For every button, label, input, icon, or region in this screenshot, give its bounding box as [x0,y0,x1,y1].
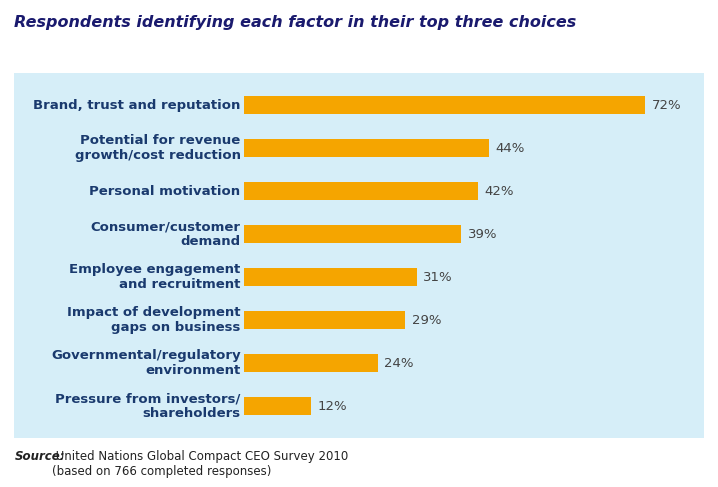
Text: Governmental/regulatory
environment: Governmental/regulatory environment [51,349,241,377]
Text: 24%: 24% [384,356,414,370]
Text: Impact of development
gaps on business: Impact of development gaps on business [67,306,241,334]
Text: 12%: 12% [317,399,348,412]
Text: 72%: 72% [651,99,681,112]
Text: Consumer/customer
demand: Consumer/customer demand [90,220,241,248]
Text: 42%: 42% [485,185,514,198]
Text: Respondents identifying each factor in their top three choices: Respondents identifying each factor in t… [14,15,577,30]
Bar [244,182,478,200]
Text: Brand, trust and reputation: Brand, trust and reputation [33,99,241,112]
Bar [244,397,311,415]
Bar [244,225,461,243]
Text: Personal motivation: Personal motivation [90,185,241,198]
Text: United Nations Global Compact CEO Survey 2010
(based on 766 completed responses): United Nations Global Compact CEO Survey… [52,450,348,478]
Bar [244,268,416,286]
Text: 44%: 44% [495,142,525,155]
Text: 39%: 39% [468,228,498,241]
Bar [244,96,645,114]
Bar [244,354,378,372]
Bar [244,139,489,157]
Text: Pressure from investors/
shareholders: Pressure from investors/ shareholders [55,392,241,420]
Text: 29%: 29% [412,314,442,327]
Text: 31%: 31% [424,271,453,283]
Text: Employee engagement
and recruitment: Employee engagement and recruitment [69,263,241,291]
Bar [244,311,406,329]
Text: Potential for revenue
growth/cost reduction: Potential for revenue growth/cost reduct… [75,134,241,162]
Text: Source:: Source: [14,450,65,464]
